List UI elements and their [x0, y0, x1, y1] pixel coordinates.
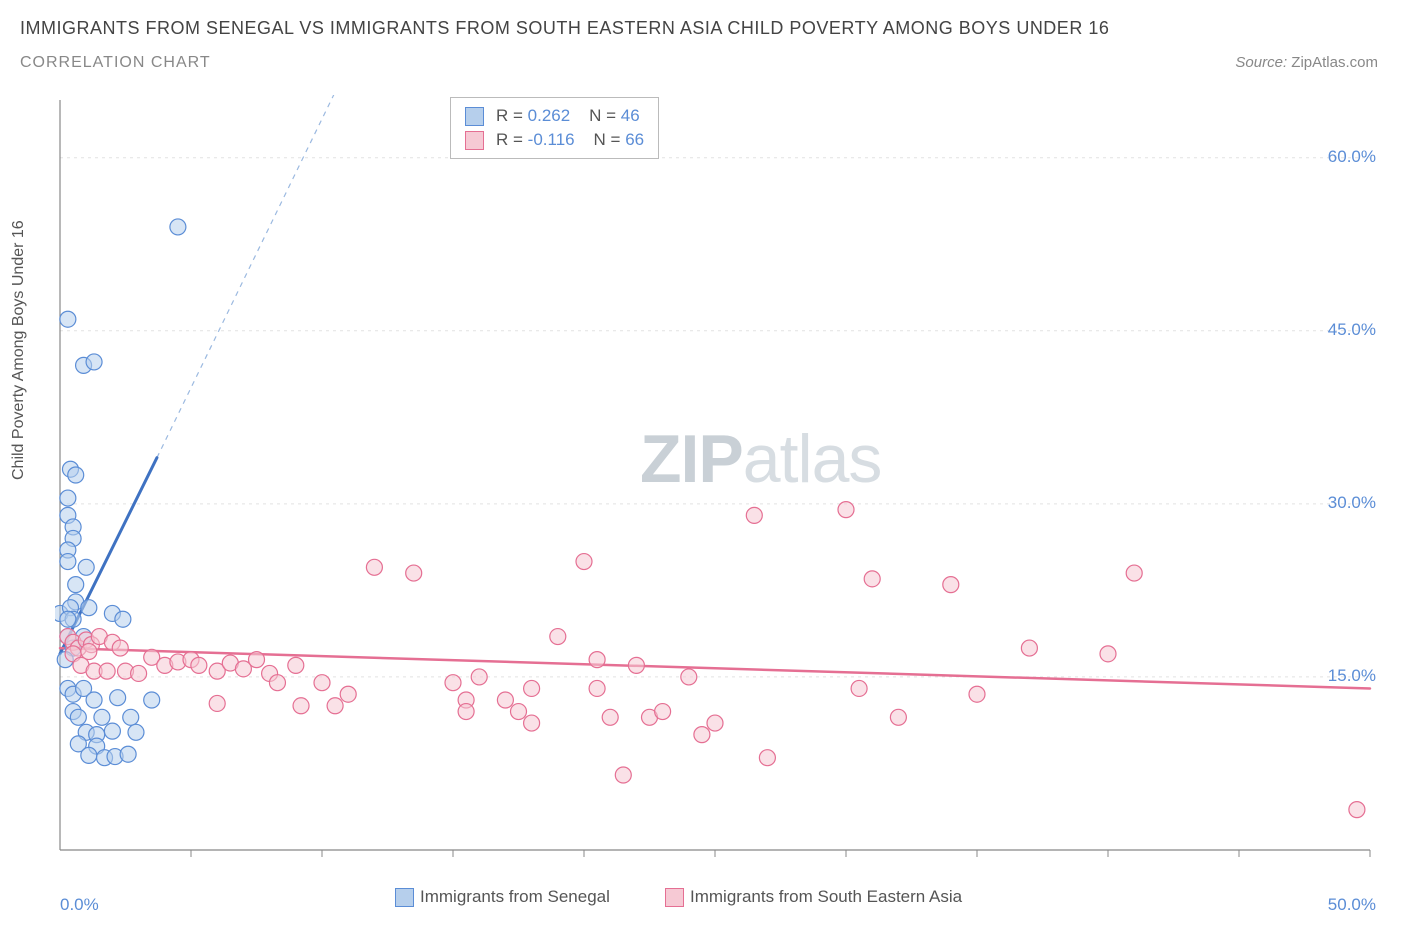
r-value-1: 0.262 [528, 106, 571, 125]
y-tick-label: 30.0% [1328, 493, 1376, 513]
y-tick-label: 60.0% [1328, 147, 1376, 167]
correlation-legend: R = 0.262 N = 46 R = -0.116 N = 66 [450, 97, 659, 159]
corr-row-1: R = 0.262 N = 46 [465, 104, 644, 128]
r-label-1: R = [496, 106, 523, 125]
legend-series-1: Immigrants from Senegal [395, 887, 610, 907]
swatch-corr-2 [465, 131, 484, 150]
y-axis-label: Child Poverty Among Boys Under 16 [10, 220, 28, 480]
y-tick-label: 45.0% [1328, 320, 1376, 340]
x-tick-left: 0.0% [60, 895, 99, 915]
source-name: ZipAtlas.com [1291, 54, 1378, 71]
scatter-plot [55, 95, 1375, 865]
legend-series-2: Immigrants from South Eastern Asia [665, 887, 962, 907]
legend-label-2: Immigrants from South Eastern Asia [690, 887, 962, 907]
n-label-2: N = [594, 130, 621, 149]
n-value-1: 46 [621, 106, 640, 125]
corr-row-2: R = -0.116 N = 66 [465, 128, 644, 152]
y-tick-label: 15.0% [1328, 666, 1376, 686]
x-tick-right: 50.0% [1328, 895, 1376, 915]
corr-text-1: R = 0.262 N = 46 [496, 106, 640, 126]
chart-title: IMMIGRANTS FROM SENEGAL VS IMMIGRANTS FR… [20, 18, 1109, 39]
swatch-series-1 [395, 888, 414, 907]
corr-text-2: R = -0.116 N = 66 [496, 130, 644, 150]
source-label: Source: [1235, 54, 1291, 71]
swatch-series-2 [665, 888, 684, 907]
r-label-2: R = [496, 130, 523, 149]
source-attribution: Source: ZipAtlas.com [1235, 54, 1378, 71]
chart-subtitle: CORRELATION CHART [20, 54, 211, 72]
n-label-1: N = [589, 106, 616, 125]
legend-label-1: Immigrants from Senegal [420, 887, 610, 907]
r-value-2: -0.116 [528, 130, 575, 149]
swatch-corr-1 [465, 107, 484, 126]
n-value-2: 66 [625, 130, 644, 149]
